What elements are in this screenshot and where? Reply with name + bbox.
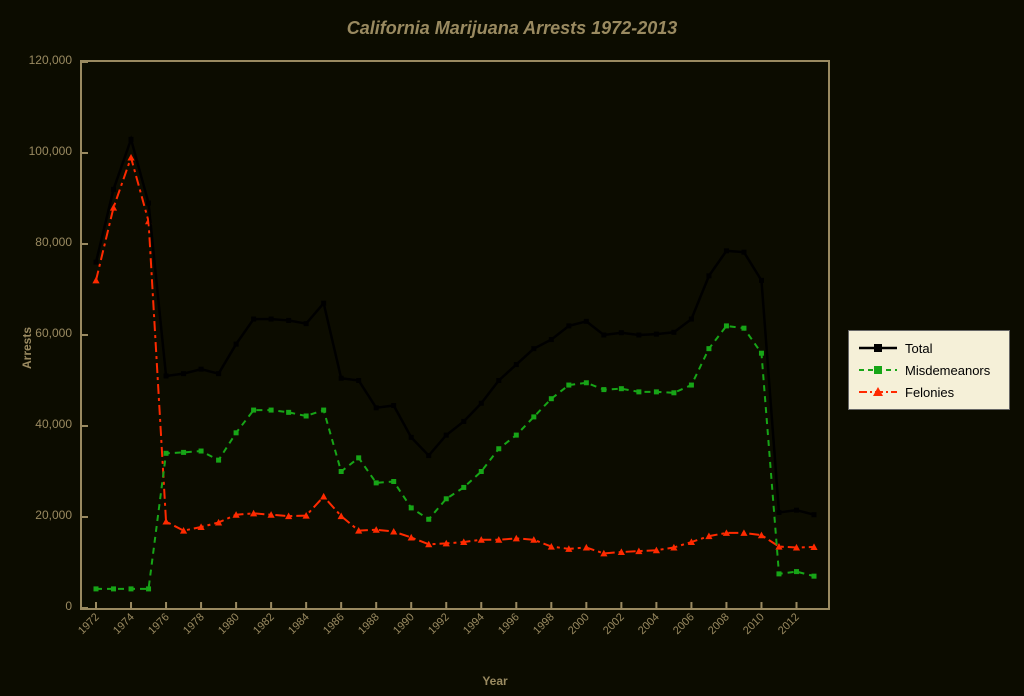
y-tick-label: 100,000 bbox=[12, 144, 72, 158]
y-tick-label: 60,000 bbox=[12, 326, 72, 340]
y-tick-label: 20,000 bbox=[12, 508, 72, 522]
x-tick-label: 1990 bbox=[391, 611, 417, 637]
x-axis-label: Year bbox=[0, 674, 910, 688]
legend-swatch-felonies bbox=[857, 384, 899, 400]
x-tick-label: 1976 bbox=[146, 611, 172, 637]
x-tick-label: 1996 bbox=[496, 611, 522, 637]
chart-title: California Marijuana Arrests 1972-2013 bbox=[0, 18, 1024, 39]
y-tick-label: 80,000 bbox=[12, 235, 72, 249]
x-tick-label: 1974 bbox=[111, 611, 137, 637]
y-tick-label: 120,000 bbox=[12, 53, 72, 67]
x-tick-label: 1984 bbox=[286, 611, 312, 637]
x-tick-label: 1986 bbox=[321, 611, 347, 637]
x-tick-label: 2006 bbox=[671, 611, 697, 637]
y-tick-label: 0 bbox=[12, 599, 72, 613]
legend-item-total: Total bbox=[857, 337, 1001, 359]
legend-item-felonies: Felonies bbox=[857, 381, 1001, 403]
y-tick-label: 40,000 bbox=[12, 417, 72, 431]
x-tick-label: 1978 bbox=[181, 611, 207, 637]
legend-item-misdemeanors: Misdemeanors bbox=[857, 359, 1001, 381]
legend-label-total: Total bbox=[905, 341, 932, 356]
x-tick-label: 2000 bbox=[566, 611, 592, 637]
x-tick-label: 1998 bbox=[531, 611, 557, 637]
x-tick-label: 1988 bbox=[356, 611, 382, 637]
legend-swatch-total bbox=[857, 340, 899, 356]
legend: Total Misdemeanors Felonies bbox=[848, 330, 1010, 410]
x-tick-label: 1992 bbox=[426, 611, 452, 637]
x-tick-label: 1982 bbox=[251, 611, 277, 637]
legend-label-misdemeanors: Misdemeanors bbox=[905, 363, 990, 378]
x-tick-label: 1980 bbox=[216, 611, 242, 637]
x-tick-label: 2002 bbox=[601, 611, 627, 637]
plot-svg bbox=[82, 62, 828, 608]
legend-swatch-misdemeanors bbox=[857, 362, 899, 378]
legend-label-felonies: Felonies bbox=[905, 385, 954, 400]
line-chart: California Marijuana Arrests 1972-2013 A… bbox=[0, 0, 1024, 696]
x-tick-label: 2008 bbox=[706, 611, 732, 637]
x-tick-label: 2010 bbox=[741, 611, 767, 637]
x-tick-label: 2004 bbox=[636, 611, 662, 637]
plot-area bbox=[80, 60, 830, 610]
x-tick-label: 2012 bbox=[776, 611, 802, 637]
x-tick-label: 1994 bbox=[461, 611, 487, 637]
x-tick-label: 1972 bbox=[76, 611, 102, 637]
